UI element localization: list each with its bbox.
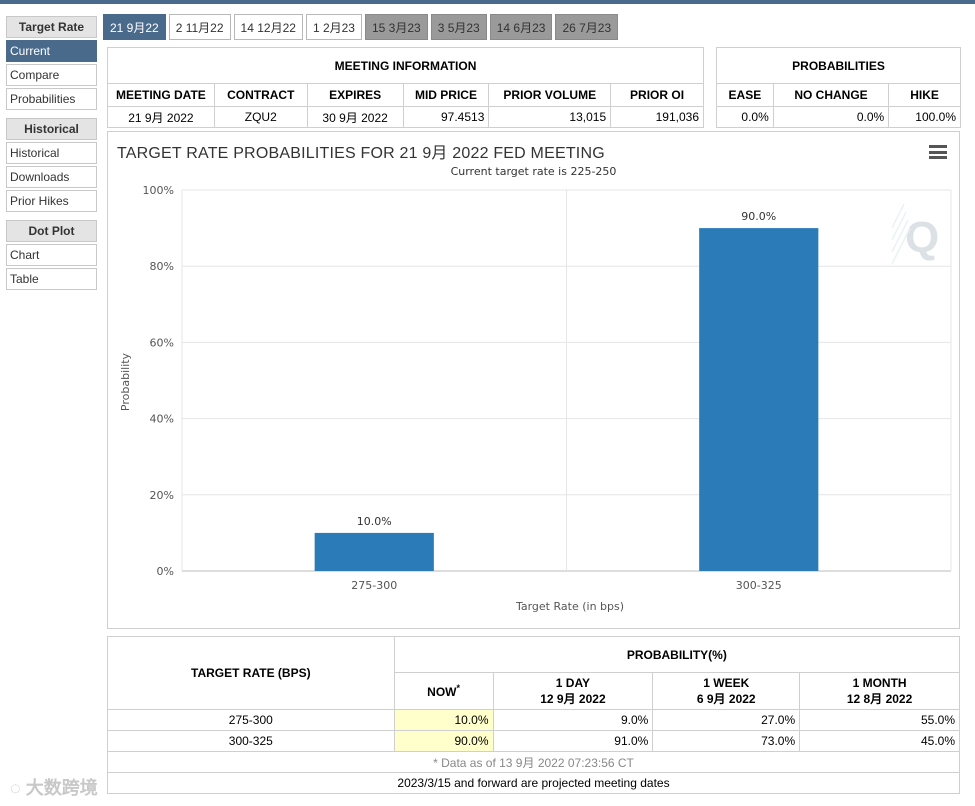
hamburger-menu-icon[interactable] bbox=[929, 145, 947, 159]
row2-1month: 45.0% bbox=[799, 730, 960, 752]
tab-meeting-8[interactable]: 26 7月23 bbox=[555, 14, 619, 40]
data-timestamp-note: * Data as of 13 9月 2022 07:23:56 CT bbox=[107, 751, 960, 773]
col-1-week: 1 WEEK 6 9月 2022 bbox=[652, 672, 801, 710]
y-tick-label: 60% bbox=[150, 336, 174, 349]
meeting-tabs: 21 9月22 2 11月22 14 12月22 1 2月23 15 3月23 … bbox=[103, 14, 619, 40]
tab-meeting-7[interactable]: 14 6月23 bbox=[489, 14, 553, 40]
sidebar-section-dot-plot[interactable]: Dot Plot bbox=[6, 220, 97, 242]
col-hike: HIKE bbox=[888, 83, 961, 107]
cell-contract: ZQU2 bbox=[213, 106, 308, 128]
col-prior-volume: PRIOR VOLUME bbox=[488, 83, 612, 107]
sidebar-item-probabilities[interactable]: Probabilities bbox=[6, 88, 97, 110]
col-ease: EASE bbox=[716, 83, 774, 107]
q-logo-icon: Q bbox=[891, 203, 939, 265]
row1-1day: 9.0% bbox=[492, 709, 654, 731]
row2-1day: 91.0% bbox=[492, 730, 654, 752]
projected-dates-footer: 2023/3/15 and forward are projected meet… bbox=[107, 772, 960, 794]
row2-1week: 73.0% bbox=[652, 730, 801, 752]
sidebar-item-prior-hikes[interactable]: Prior Hikes bbox=[6, 190, 97, 212]
watermark-logo: ◌ 大数跨境 bbox=[10, 774, 98, 800]
cell-prior-volume: 13,015 bbox=[488, 106, 612, 128]
cell-prior-oi: 191,036 bbox=[610, 106, 704, 128]
cell-hike: 100.0% bbox=[888, 106, 961, 128]
sidebar-section-target-rate[interactable]: Target Rate bbox=[6, 16, 97, 38]
top-accent-bar bbox=[0, 0, 975, 4]
y-tick-label: 80% bbox=[150, 260, 174, 273]
col-no-change: NO CHANGE bbox=[772, 83, 890, 107]
col-meeting-date: MEETING DATE bbox=[107, 83, 215, 107]
col-prior-oi: PRIOR OI bbox=[610, 83, 704, 107]
y-tick-label: 100% bbox=[143, 184, 174, 197]
tab-meeting-5[interactable]: 15 3月23 bbox=[364, 14, 428, 40]
sidebar-item-compare[interactable]: Compare bbox=[6, 64, 97, 86]
x-tick-label-300-325: 300-325 bbox=[736, 579, 782, 592]
row1-rate: 275-300 bbox=[107, 709, 395, 731]
meeting-info-title: MEETING INFORMATION bbox=[107, 47, 704, 84]
col-now: NOW* bbox=[393, 672, 494, 710]
col-contract: CONTRACT bbox=[213, 83, 308, 107]
tab-meeting-3[interactable]: 14 12月22 bbox=[233, 14, 303, 40]
cell-ease: 0.0% bbox=[716, 106, 774, 128]
cell-expires: 30 9月 2022 bbox=[306, 106, 404, 128]
tab-meeting-1[interactable]: 21 9月22 bbox=[103, 14, 166, 40]
data-label-300-325: 90.0% bbox=[741, 210, 776, 223]
y-tick-label: 0% bbox=[157, 565, 174, 578]
tab-meeting-6[interactable]: 3 5月23 bbox=[430, 14, 487, 40]
col-expires: EXPIRES bbox=[306, 83, 404, 107]
row2-now: 90.0% bbox=[393, 730, 494, 752]
row1-1week: 27.0% bbox=[652, 709, 801, 731]
meeting-info-table: MEETING INFORMATION MEETING DATE CONTRAC… bbox=[107, 47, 704, 128]
x-axis-label: Target Rate (in bps) bbox=[515, 600, 624, 613]
chart-panel: Q 0% 20% 40% 60% 80% 100% 10.0% 275-300 90.0% 300… bbox=[107, 131, 960, 629]
bar-275-300[interactable] bbox=[314, 532, 434, 571]
probability-bar-chart: Q 0% 20% 40% 60% 80% 100% 10.0% 275-300 90.0% 300… bbox=[119, 184, 952, 613]
cell-mid-price: 97.4513 bbox=[402, 106, 490, 128]
row1-now: 10.0% bbox=[393, 709, 494, 731]
col-target-rate: TARGET RATE (BPS) bbox=[107, 636, 395, 710]
col-1-day: 1 DAY 12 9月 2022 bbox=[492, 672, 654, 710]
svg-text:Q: Q bbox=[905, 213, 939, 262]
y-tick-label: 20% bbox=[150, 489, 174, 502]
data-label-275-300: 10.0% bbox=[357, 515, 392, 528]
col-probability-group: PROBABILITY(%) bbox=[393, 636, 961, 673]
sidebar-item-chart[interactable]: Chart bbox=[6, 244, 97, 266]
chart-subtitle: Current target rate is 225-250 bbox=[450, 165, 617, 178]
cell-no-change: 0.0% bbox=[772, 106, 890, 128]
col-1-month: 1 MONTH 12 8月 2022 bbox=[799, 672, 960, 710]
x-tick-label-275-300: 275-300 bbox=[351, 579, 397, 592]
row2-rate: 300-325 bbox=[107, 730, 395, 752]
sidebar: Target Rate Current Compare Probabilitie… bbox=[6, 16, 97, 290]
cell-meeting-date: 21 9月 2022 bbox=[107, 106, 215, 128]
sidebar-item-historical[interactable]: Historical bbox=[6, 142, 97, 164]
y-tick-label: 40% bbox=[150, 413, 174, 426]
tab-meeting-2[interactable]: 2 11月22 bbox=[168, 14, 231, 40]
tab-meeting-4[interactable]: 1 2月23 bbox=[305, 14, 362, 40]
bar-300-325[interactable] bbox=[699, 228, 819, 571]
probability-history-table: TARGET RATE (BPS) PROBABILITY(%) NOW* 1 … bbox=[107, 636, 961, 794]
row1-1month: 55.0% bbox=[799, 709, 960, 731]
chart-title: TARGET RATE PROBABILITIES FOR 21 9月 2022… bbox=[117, 145, 605, 162]
watermark-text: 大数跨境 bbox=[25, 778, 98, 798]
watermark-icon: ◌ bbox=[10, 778, 21, 798]
sidebar-item-downloads[interactable]: Downloads bbox=[6, 166, 97, 188]
sidebar-item-current[interactable]: Current bbox=[6, 40, 97, 62]
probabilities-title: PROBABILITIES bbox=[716, 47, 961, 84]
sidebar-item-table[interactable]: Table bbox=[6, 268, 97, 290]
col-mid-price: MID PRICE bbox=[402, 83, 490, 107]
sidebar-section-historical[interactable]: Historical bbox=[6, 118, 97, 140]
probabilities-table: PROBABILITIES EASE NO CHANGE HIKE 0.0% 0… bbox=[716, 47, 961, 128]
y-axis-label: Probability bbox=[119, 352, 132, 411]
